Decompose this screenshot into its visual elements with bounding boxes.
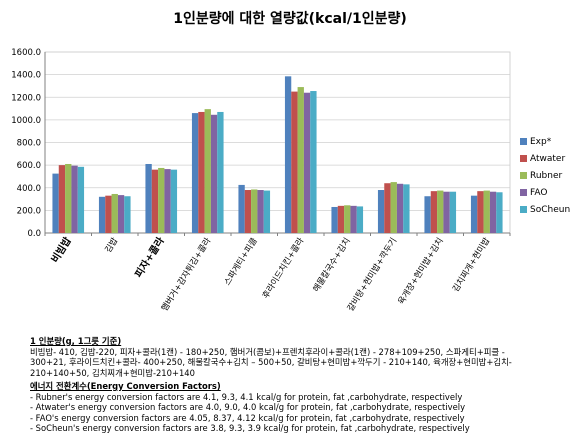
bar-atwater (105, 195, 112, 233)
bar-exp (145, 163, 152, 233)
y-tick-label: 200.0 (17, 206, 41, 216)
x-category-label: 김밥 (103, 236, 121, 255)
bar-socheun (496, 192, 503, 233)
y-tick-label: 600.0 (17, 161, 41, 171)
bar-fao (117, 195, 125, 233)
bar-exp (191, 113, 199, 233)
bar-fao (303, 92, 311, 233)
legend-swatch-rubner (520, 172, 527, 179)
y-tick-label: 1600.0 (11, 48, 41, 58)
bar-fao (396, 183, 404, 233)
bar-socheun (356, 206, 364, 233)
bar-rubner (437, 190, 444, 233)
x-category-label: 비빔밥 (48, 234, 74, 265)
bar-socheun (403, 184, 410, 233)
bar-socheun (170, 169, 178, 233)
y-tick-label: 1000.0 (11, 116, 41, 126)
bar-rubner (65, 163, 72, 233)
legend-label-socheun: SoCheun (530, 204, 571, 215)
chart-notes: 1 인분량(g, 1그릇 기준) 비빔밥- 410, 김밥-220, 피자+콜라… (30, 336, 575, 434)
bar-exp (377, 190, 385, 233)
x-category-label: 후라이드치킨+콜라 (260, 236, 306, 301)
bar-atwater (430, 191, 438, 233)
legend-item-socheun: SoCheun (520, 201, 570, 218)
y-tick-label: 1400.0 (11, 71, 41, 81)
bar-socheun (449, 191, 457, 233)
legend-label-atwater: Atwater (530, 153, 566, 164)
bar-atwater (291, 91, 298, 233)
bar-exp (98, 196, 106, 233)
legend-label-exp: Exp* (530, 136, 552, 147)
x-category-label: 스파게티+피클 (222, 236, 260, 288)
bar-atwater (58, 165, 66, 233)
bar-rubner (390, 182, 397, 233)
bar-rubner (251, 189, 258, 233)
bar-fao (350, 205, 357, 233)
y-tick-label: 1200.0 (11, 93, 41, 103)
bar-exp (52, 173, 59, 233)
bar-atwater (384, 183, 391, 233)
x-category-label: 갈비탕+현미밥+깍두기 (345, 236, 399, 314)
y-tick-label: 0.0 (27, 229, 41, 239)
legend-label-rubner: Rubner (530, 170, 563, 181)
legend-swatch-socheun (520, 206, 527, 213)
x-category-label: 해물칼국수+김치 (311, 236, 353, 294)
bar-rubner (158, 167, 165, 233)
x-category-label: 육개장+현미밥+김치 (396, 236, 446, 307)
legend-label-fao: FAO (530, 187, 548, 198)
bar-exp (238, 184, 245, 233)
bar-socheun (124, 196, 131, 233)
bar-fao (443, 191, 450, 233)
legend-item-fao: FAO (520, 184, 570, 201)
x-category-label: 햄버거+감자튀김+콜라 (159, 236, 213, 314)
bar-socheun (263, 190, 271, 233)
y-tick-label: 400.0 (17, 184, 41, 194)
legend-swatch-exp (520, 138, 527, 145)
x-category-label: 피자+콜라 (132, 234, 167, 280)
bar-socheun (77, 166, 85, 233)
factor-line-socheun: - SoCheun's energy conversion factors ar… (30, 423, 470, 433)
bar-fao (71, 165, 78, 233)
bar-atwater (337, 205, 345, 233)
factor-line-atwater: - Atwater's energy conversion factors ar… (30, 402, 466, 412)
bar-exp (470, 195, 478, 233)
bar-exp (424, 196, 431, 233)
y-tick-label: 800.0 (17, 139, 41, 149)
serving-size-line: 비빔밥- 410, 김밥-220, 피자+콜라(1캔) - 180+250, 햄… (30, 346, 505, 357)
chart-legend: Exp* Atwater Rubner FAO SoCheun (520, 133, 570, 218)
bar-fao (210, 114, 218, 233)
bar-exp (331, 206, 338, 233)
bar-atwater (151, 169, 159, 233)
legend-swatch-atwater (520, 155, 527, 162)
bar-atwater (198, 111, 205, 233)
factor-line-rubner: - Rubner's energy conversion factors are… (30, 391, 463, 402)
bar-socheun (217, 111, 224, 233)
serving-size-line: 210+140+50, 김치찌개+현미밥-210+140 (30, 367, 195, 378)
bar-fao (489, 191, 497, 233)
bar-rubner (483, 190, 490, 233)
bar-rubner (111, 193, 118, 233)
chart-title: 1인분량에 대한 열량값(kcal/1인분량) (173, 11, 407, 27)
bar-chart: 0.0 200.0 400.0 600.0 800.0 1000.0 1200.0 1400.… (11, 48, 511, 314)
bar-rubner (344, 205, 351, 233)
bar-rubner (204, 109, 211, 233)
legend-item-exp: Exp* (520, 133, 570, 150)
bar-fao (164, 169, 171, 233)
serving-size-heading: 1 인분량(g, 1그릇 기준) (30, 336, 122, 346)
legend-item-atwater: Atwater (520, 150, 570, 167)
bar-socheun (310, 91, 317, 233)
factor-line-fao: - FAO's energy conversion factors are 4.… (30, 412, 465, 423)
bar-atwater (477, 191, 484, 233)
serving-size-line: 300+21, 후라이드치킨+콜라- 400+250, 해물칼국수+김치 – 5… (30, 357, 512, 367)
legend-swatch-fao (520, 189, 527, 196)
bar-exp (284, 76, 292, 234)
energy-factors-heading: 에너지 전환계수(Energy Conversion Factors) (30, 381, 221, 391)
x-category-label: 김치찌개+현미밥 (450, 236, 492, 294)
bar-fao (257, 190, 264, 233)
legend-item-rubner: Rubner (520, 167, 570, 184)
bar-rubner (297, 87, 304, 233)
bar-atwater (244, 190, 252, 233)
